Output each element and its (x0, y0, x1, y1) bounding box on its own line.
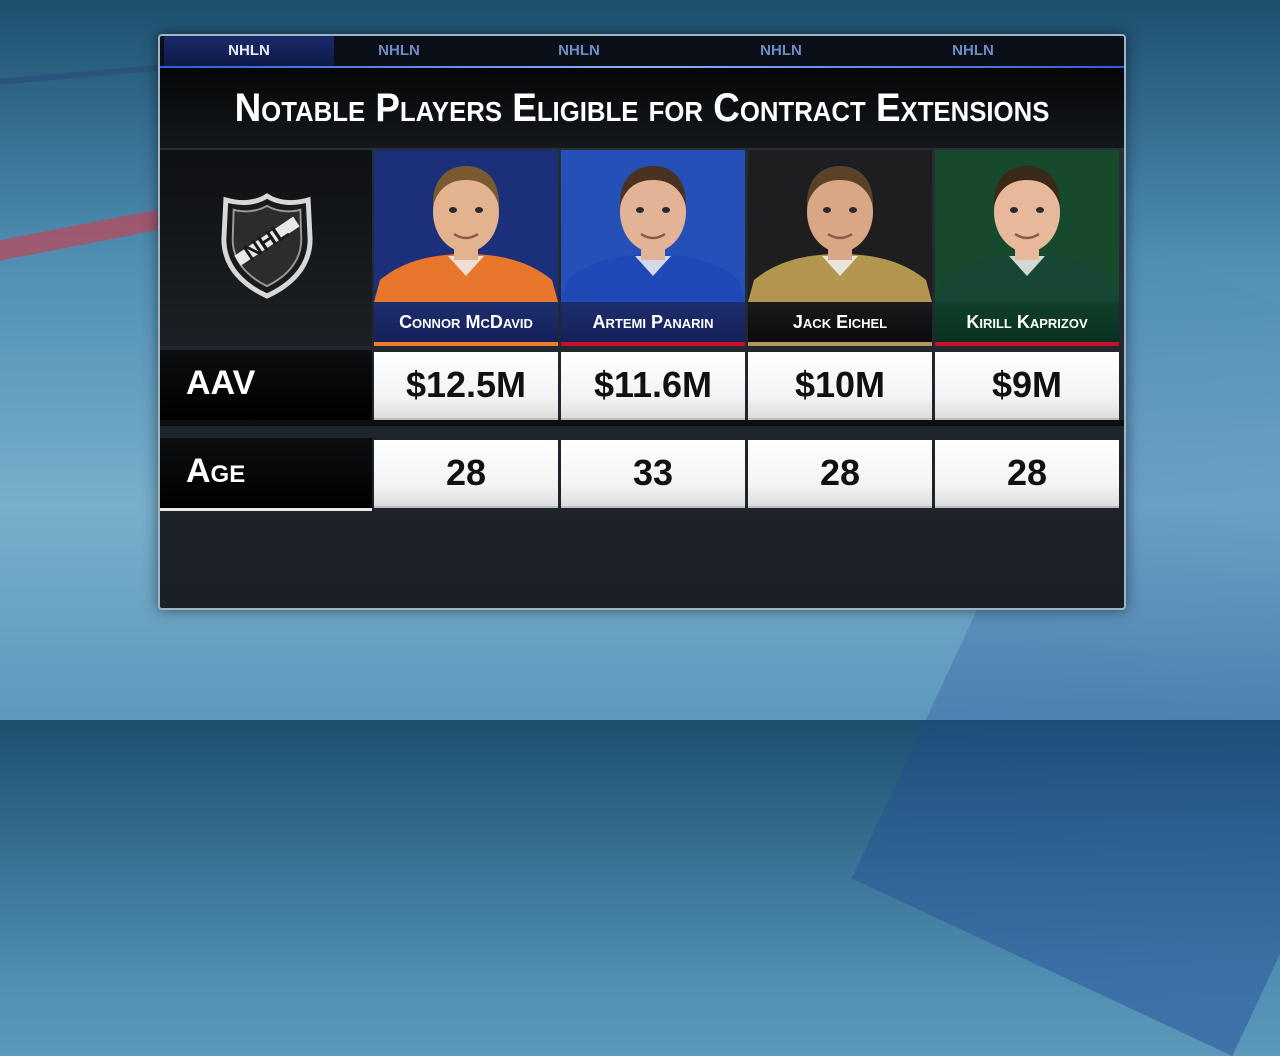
player-name: Jack Eichel (748, 302, 932, 342)
age-value: 28 (748, 440, 932, 508)
aav-value: $12.5M (374, 352, 558, 420)
player-name: Kirill Kaprizov (935, 302, 1119, 342)
aav-label: AAV (186, 364, 256, 402)
player-name: Connor McDavid (374, 302, 558, 342)
player-card: Jack Eichel (748, 150, 932, 346)
logo-cell: NHL (160, 150, 372, 346)
age-row-label: Age (160, 438, 372, 511)
player-card: Connor McDavid (374, 150, 558, 346)
tab-nhln-4: NHLN (760, 42, 802, 59)
page-title: Notable Players Eligible for Contract Ex… (234, 86, 1050, 130)
aav-value: $9M (935, 352, 1119, 420)
player-card: Artemi Panarin (561, 150, 745, 346)
player-name: Artemi Panarin (561, 302, 745, 342)
nhl-shield-logo-icon: NHL (221, 193, 313, 299)
title-bar: Notable Players Eligible for Contract Ex… (160, 68, 1124, 148)
player-photo (561, 150, 745, 302)
player-card: Kirill Kaprizov (935, 150, 1119, 346)
age-value: 28 (374, 440, 558, 508)
team-color-stripe (748, 342, 932, 346)
team-color-stripe (561, 342, 745, 346)
team-color-stripe (374, 342, 558, 346)
player-photo (935, 150, 1119, 302)
graphic-panel: NHLN NHLN NHLN NHLN NHLN Notable Players… (158, 34, 1126, 610)
age-value: 33 (561, 440, 745, 508)
row-separator (160, 420, 1124, 426)
player-photo (748, 150, 932, 302)
tab-nhln-1: NHLN (164, 36, 334, 68)
aav-row-label: AAV (160, 350, 372, 423)
age-label: Age (186, 452, 246, 490)
tab-nhln-2: NHLN (378, 42, 420, 59)
age-value: 28 (935, 440, 1119, 508)
team-color-stripe (935, 342, 1119, 346)
tab-nhln-3: NHLN (558, 42, 600, 59)
aav-value: $11.6M (561, 352, 745, 420)
tab-nhln-5: NHLN (952, 42, 994, 59)
aav-value: $10M (748, 352, 932, 420)
tab-underline (160, 66, 1124, 68)
player-photo (374, 150, 558, 302)
network-tabs: NHLN NHLN NHLN NHLN NHLN (160, 36, 1124, 68)
